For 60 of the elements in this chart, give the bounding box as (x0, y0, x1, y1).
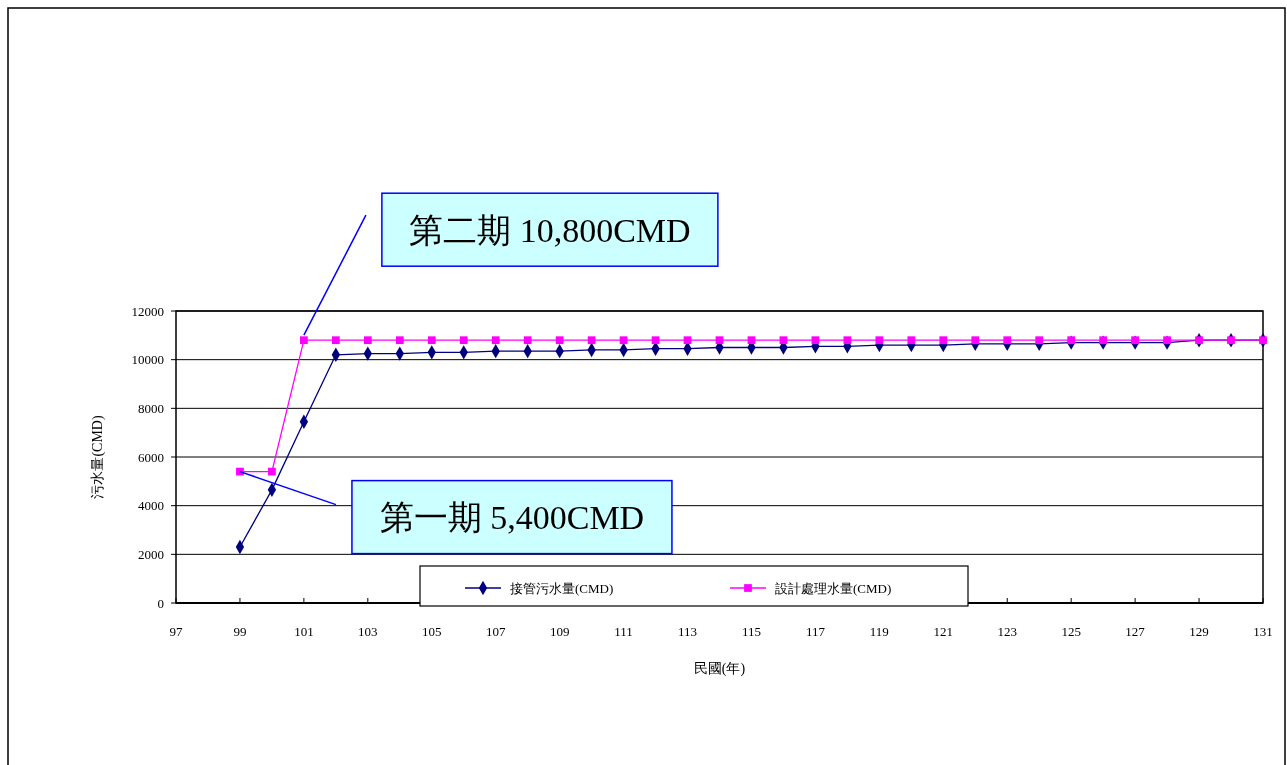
x-tick-label: 101 (294, 624, 314, 639)
point (875, 336, 884, 345)
point (491, 336, 500, 345)
point (651, 336, 660, 345)
y-tick-label: 4000 (138, 498, 164, 514)
point (331, 336, 340, 345)
point (1067, 336, 1076, 345)
x-tick-label: 127 (1125, 624, 1146, 639)
y-tick-label: 10000 (131, 352, 164, 368)
x-tick-label: 97 (169, 624, 183, 639)
point (523, 336, 532, 345)
x-tick-label: 107 (485, 624, 506, 639)
x-tick-label: 105 (422, 624, 442, 639)
point (747, 336, 756, 345)
x-tick-label: 111 (614, 624, 633, 639)
point (907, 336, 916, 345)
y-tick-label: 2000 (138, 546, 164, 562)
x-tick-label: 113 (678, 624, 698, 639)
x-tick-label: 123 (997, 624, 1017, 639)
legend-label: 接管污水量(CMD) (510, 580, 614, 596)
point (971, 336, 980, 345)
point (268, 467, 276, 476)
point (619, 336, 628, 345)
x-tick-label: 131 (1253, 624, 1273, 639)
point (1003, 336, 1012, 345)
point (939, 336, 948, 345)
y-tick-label: 12000 (131, 303, 164, 319)
point (715, 336, 724, 345)
y-tick-label: 6000 (138, 449, 164, 465)
x-tick-label: 121 (933, 624, 954, 639)
point (1035, 336, 1044, 345)
point (811, 336, 820, 345)
point (459, 336, 468, 345)
point (1131, 336, 1139, 345)
y-axis-title: 污水量(CMD) (90, 415, 106, 499)
legend-label: 設計處理水量(CMD) (775, 580, 892, 596)
annotation: 第一期 5,400CMD (379, 499, 645, 536)
x-tick-label: 103 (358, 624, 378, 639)
point (300, 336, 308, 345)
x-tick-label: 117 (805, 624, 826, 639)
y-tick-label: 0 (157, 595, 164, 611)
point (363, 336, 372, 345)
x-tick-label: 99 (233, 624, 247, 639)
x-tick-label: 119 (869, 624, 889, 639)
point (1099, 336, 1108, 345)
x-axis-title: 民國(年) (693, 661, 746, 677)
point (427, 336, 436, 345)
x-tick-label: 129 (1189, 624, 1209, 639)
annotation: 第二期 10,800CMD (409, 211, 691, 249)
point (587, 336, 596, 345)
point (1163, 336, 1171, 345)
point (555, 336, 564, 345)
point (683, 336, 692, 345)
point (779, 336, 788, 345)
x-tick-label: 109 (549, 624, 570, 639)
point (843, 336, 852, 345)
x-tick-label: 125 (1061, 624, 1081, 639)
x-tick-label: 115 (741, 624, 761, 639)
point (395, 336, 404, 345)
y-tick-label: 8000 (138, 400, 164, 416)
